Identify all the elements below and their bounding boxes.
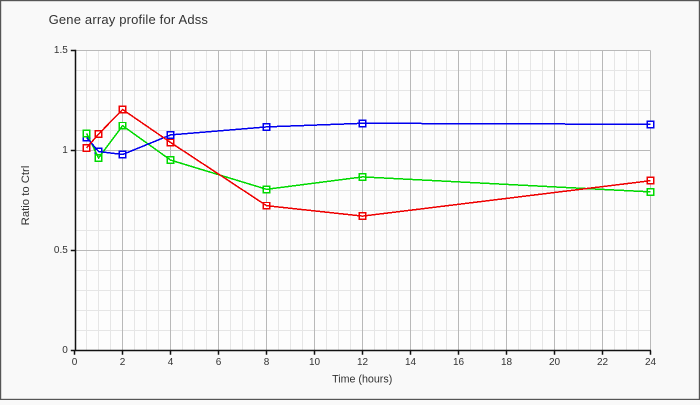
svg-text:Ratio to Ctrl: Ratio to Ctrl [20,166,32,226]
svg-text:Gene array profile for Adss: Gene array profile for Adss [49,12,209,27]
svg-text:Time (hours): Time (hours) [332,373,392,385]
svg-text:0.5: 0.5 [54,245,68,256]
svg-text:20: 20 [549,357,561,368]
svg-text:1: 1 [62,145,68,156]
svg-text:2: 2 [120,357,126,368]
svg-text:1.5: 1.5 [54,45,68,56]
svg-text:0: 0 [72,357,78,368]
svg-text:12: 12 [357,357,369,368]
svg-text:0: 0 [62,345,68,356]
svg-text:4: 4 [168,357,174,368]
svg-text:14: 14 [405,357,417,368]
svg-text:6: 6 [216,357,222,368]
svg-text:22: 22 [597,357,609,368]
svg-text:18: 18 [501,357,513,368]
svg-text:24: 24 [645,357,657,368]
svg-text:8: 8 [264,357,270,368]
svg-text:16: 16 [453,357,465,368]
svg-text:10: 10 [309,357,321,368]
